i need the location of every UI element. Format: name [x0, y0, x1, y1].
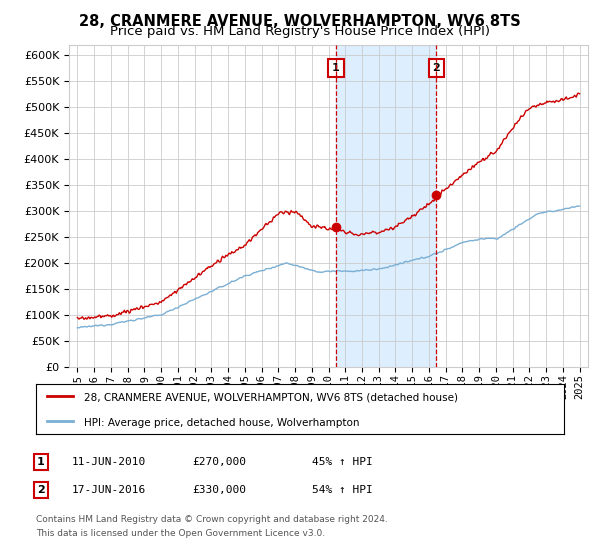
Bar: [336, 45, 436, 367]
Text: 11-JUN-2010: 11-JUN-2010: [72, 457, 146, 467]
Text: £270,000: £270,000: [192, 457, 246, 467]
Text: 2: 2: [433, 63, 440, 73]
Text: 28, CRANMERE AVENUE, WOLVERHAMPTON, WV6 8TS (detached house): 28, CRANMERE AVENUE, WOLVERHAMPTON, WV6 …: [83, 393, 458, 403]
Text: This data is licensed under the Open Government Licence v3.0.: This data is licensed under the Open Gov…: [36, 529, 325, 538]
Text: 45% ↑ HPI: 45% ↑ HPI: [312, 457, 373, 467]
Text: Contains HM Land Registry data © Crown copyright and database right 2024.: Contains HM Land Registry data © Crown c…: [36, 515, 388, 524]
Text: 54% ↑ HPI: 54% ↑ HPI: [312, 485, 373, 495]
Text: Price paid vs. HM Land Registry's House Price Index (HPI): Price paid vs. HM Land Registry's House …: [110, 25, 490, 38]
Text: HPI: Average price, detached house, Wolverhampton: HPI: Average price, detached house, Wolv…: [83, 418, 359, 428]
Text: 1: 1: [332, 63, 340, 73]
Text: 17-JUN-2016: 17-JUN-2016: [72, 485, 146, 495]
Text: 1: 1: [37, 457, 44, 467]
Text: 2: 2: [37, 485, 44, 495]
Text: 28, CRANMERE AVENUE, WOLVERHAMPTON, WV6 8TS: 28, CRANMERE AVENUE, WOLVERHAMPTON, WV6 …: [79, 14, 521, 29]
Text: £330,000: £330,000: [192, 485, 246, 495]
